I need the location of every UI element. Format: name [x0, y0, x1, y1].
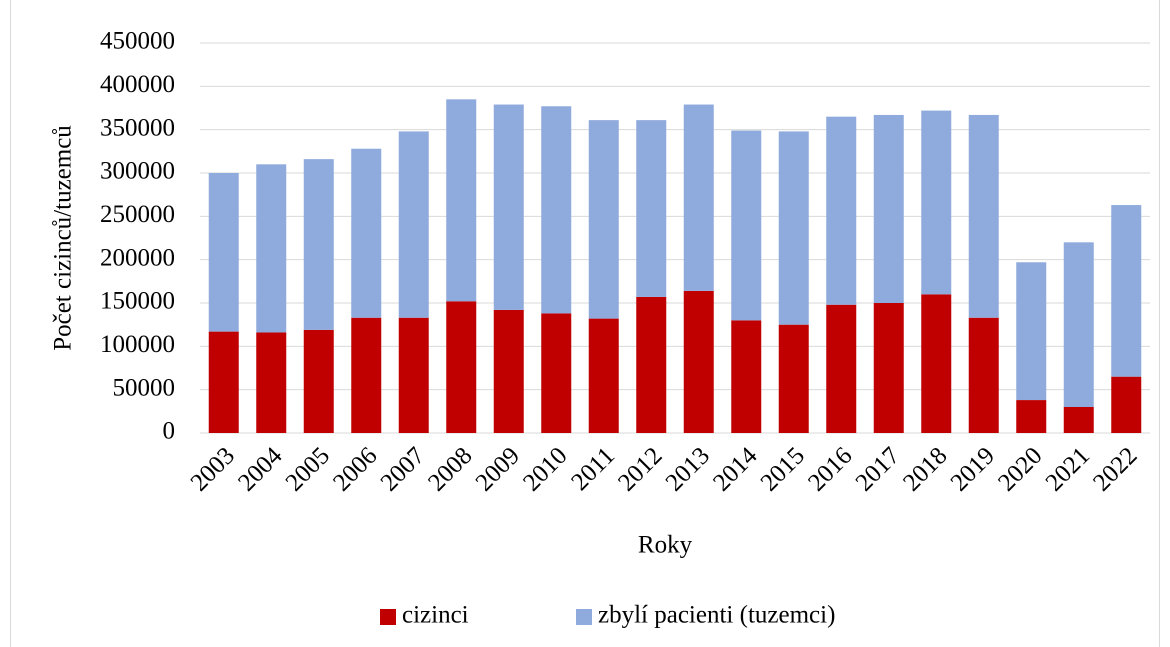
x-tick-label: 2008: [423, 442, 477, 496]
bar-segment: [303, 159, 334, 330]
x-tick-label: 2010: [518, 442, 572, 496]
x-tick-label: 2004: [233, 442, 288, 497]
bar-segment: [208, 331, 239, 433]
bar-segment: [1111, 376, 1142, 433]
bar-segment: [1016, 400, 1047, 433]
bar-segment: [731, 130, 762, 321]
legend-swatch: [380, 609, 396, 625]
bar-segment: [1063, 242, 1094, 407]
x-tick-label: 2009: [471, 442, 525, 496]
bar-segment: [1063, 407, 1094, 433]
bar-segment: [351, 148, 382, 318]
y-tick-label: 0: [163, 418, 176, 445]
bar-segment: [826, 116, 857, 305]
bar-segment: [636, 120, 667, 297]
bar-segment: [731, 320, 762, 433]
bar-segment: [256, 332, 287, 433]
y-tick-label: 200000: [100, 244, 175, 271]
x-tick-label: 2013: [661, 442, 715, 496]
x-tick-label: 2022: [1088, 442, 1142, 496]
bar-segment: [541, 106, 572, 314]
bar-segment: [921, 294, 952, 433]
bar-segment: [921, 110, 952, 295]
bar-segment: [493, 309, 524, 433]
bar-segment: [493, 104, 524, 310]
legend-label: cizinci: [402, 602, 469, 629]
legend-label: zbylí pacienti (tuzemci): [598, 602, 835, 629]
x-tick-label: 2018: [898, 442, 952, 496]
y-tick-label: 250000: [100, 201, 175, 228]
x-tick-label: 2016: [803, 442, 857, 496]
y-tick-label: 450000: [100, 28, 175, 55]
x-tick-label: 2011: [566, 442, 620, 496]
x-axis-label: Roky: [638, 532, 693, 559]
legend-swatch: [576, 609, 592, 625]
bar-segment: [1016, 262, 1047, 401]
bar-segment: [588, 120, 619, 319]
chart-border: [10, 0, 1160, 647]
y-tick-label: 50000: [113, 374, 176, 401]
bar-segment: [683, 290, 714, 433]
bar-segment: [826, 304, 857, 433]
x-tick-label: 2007: [376, 442, 430, 496]
bar-segment: [636, 296, 667, 433]
bar-segment: [968, 114, 999, 318]
x-tick-label: 2017: [851, 442, 905, 496]
x-tick-label: 2019: [946, 442, 1000, 496]
x-tick-label: 2015: [756, 442, 810, 496]
bar-segment: [873, 303, 904, 433]
bar-segment: [446, 99, 477, 302]
y-tick-label: 100000: [100, 331, 175, 358]
bar-segment: [1111, 205, 1142, 377]
bar-segment: [778, 131, 809, 325]
bar-segment: [778, 324, 809, 433]
bar-segment: [683, 104, 714, 291]
x-tick-label: 2003: [186, 442, 240, 496]
bar-segment: [398, 317, 429, 433]
x-tick-label: 2014: [708, 442, 763, 497]
x-tick-label: 2012: [613, 442, 667, 496]
y-tick-label: 400000: [100, 71, 175, 98]
y-axis-label: Počet cizinců/tuzemců: [50, 125, 77, 351]
x-tick-label: 2005: [281, 442, 335, 496]
bar-segment: [303, 329, 334, 433]
bar-segment: [968, 317, 999, 433]
x-tick-label: 2020: [993, 442, 1047, 496]
bar-segment: [873, 114, 904, 303]
bar-segment: [256, 164, 287, 333]
bar-segment: [541, 313, 572, 433]
bar-segment: [351, 317, 382, 433]
x-tick-label: 2006: [328, 442, 382, 496]
bar-segment: [208, 173, 239, 332]
y-tick-label: 350000: [100, 114, 175, 141]
x-tick-label: 2021: [1041, 442, 1095, 496]
bar-segment: [398, 131, 429, 318]
y-tick-label: 150000: [100, 288, 175, 315]
bar-segment: [446, 301, 477, 433]
bar-segment: [588, 318, 619, 433]
y-tick-label: 300000: [100, 158, 175, 185]
